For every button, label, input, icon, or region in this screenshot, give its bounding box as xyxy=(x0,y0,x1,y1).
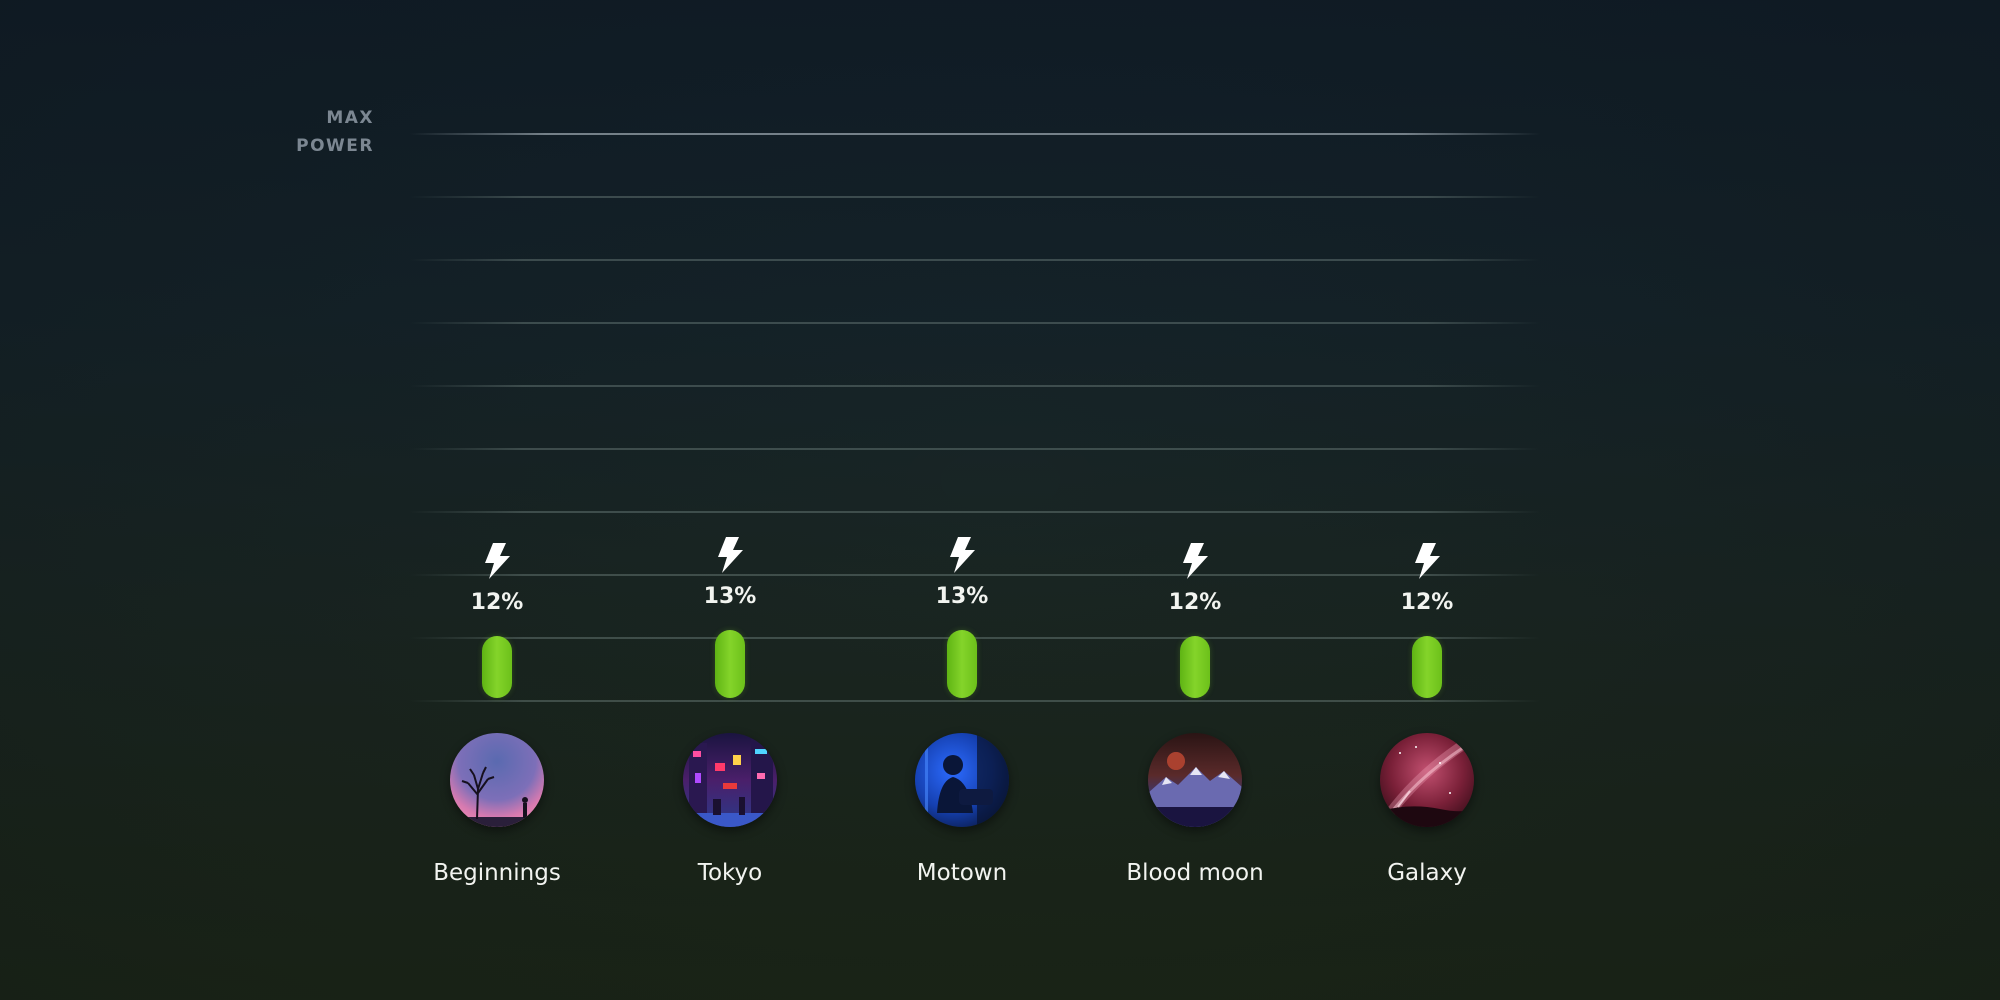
lightning-bolt-icon xyxy=(713,536,747,574)
gridline xyxy=(410,574,1540,576)
gridline xyxy=(410,700,1540,702)
bar-blood-moon xyxy=(1180,636,1210,698)
axis-label-max: MAX xyxy=(326,108,374,128)
tokyo-thumbnail[interactable] xyxy=(683,733,777,827)
gridline xyxy=(410,322,1540,324)
category-label: Blood moon xyxy=(1126,860,1264,886)
gridline xyxy=(410,511,1540,513)
value-label: 12% xyxy=(470,590,524,615)
beginnings-thumbnail[interactable] xyxy=(450,733,544,827)
value-label: 13% xyxy=(935,584,989,609)
category-label: Galaxy xyxy=(1387,860,1467,886)
motown-thumbnail[interactable] xyxy=(915,733,1009,827)
bar-motown xyxy=(947,630,977,698)
gridline xyxy=(410,259,1540,261)
gridline xyxy=(410,385,1540,387)
category-label: Motown xyxy=(916,860,1008,886)
gridline xyxy=(410,448,1540,450)
bar-beginnings xyxy=(482,636,512,698)
value-label: 12% xyxy=(1400,590,1454,615)
value-label: 13% xyxy=(703,584,757,609)
axis-label-power: POWER xyxy=(296,136,374,156)
lightning-bolt-icon xyxy=(945,536,979,574)
gridline xyxy=(410,196,1540,198)
value-label: 12% xyxy=(1168,590,1222,615)
blood-moon-thumbnail[interactable] xyxy=(1148,733,1242,827)
lightning-bolt-icon xyxy=(1178,542,1212,580)
lightning-bolt-icon xyxy=(1410,542,1444,580)
bar-tokyo xyxy=(715,630,745,698)
gridline-max xyxy=(410,133,1540,135)
category-label: Beginnings xyxy=(433,860,561,886)
category-label: Tokyo xyxy=(697,860,763,886)
lightning-bolt-icon xyxy=(480,542,514,580)
bar-galaxy xyxy=(1412,636,1442,698)
galaxy-thumbnail[interactable] xyxy=(1380,733,1474,827)
